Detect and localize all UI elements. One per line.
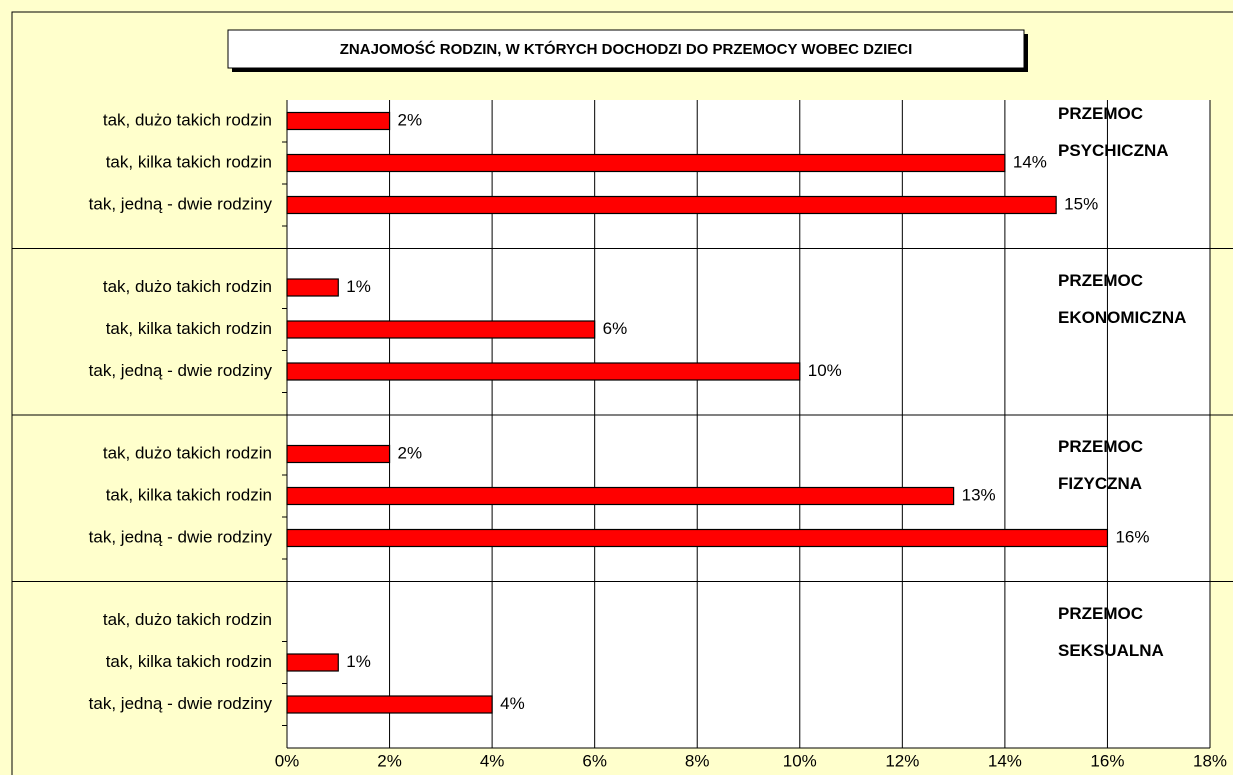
chart-title: ZNAJOMOŚĆ RODZIN, W KTÓRYCH DOCHODZI DO … [340, 40, 913, 58]
y-tick-label: tak, dużo takich rodzin [103, 110, 272, 129]
x-tick-label: 14% [988, 751, 1022, 770]
y-tick-label: tak, jedną - dwie rodziny [89, 694, 273, 713]
x-tick-label: 4% [480, 751, 505, 770]
group-label: PRZEMOC EKONOMICZNA [1058, 270, 1187, 327]
y-tick-label: tak, dużo takich rodzin [103, 443, 272, 462]
value-label: 10% [808, 361, 842, 380]
bar [286, 153, 1006, 173]
x-tick-label: 12% [885, 751, 919, 770]
x-tick-label: 16% [1090, 751, 1124, 770]
y-tick-label: tak, kilka takich rodzin [106, 485, 272, 504]
y-tick-label: tak, jedną - dwie rodziny [89, 527, 273, 546]
x-tick-label: 18% [1193, 751, 1227, 770]
y-tick-label: tak, kilka takich rodzin [106, 652, 272, 671]
value-label: 13% [962, 485, 996, 504]
bar [286, 362, 801, 381]
value-label: 14% [1013, 152, 1047, 171]
value-label: 1% [346, 277, 371, 296]
bar [286, 320, 596, 339]
bar [286, 444, 391, 464]
value-label: 15% [1064, 194, 1098, 213]
group-label: PRZEMOC FIZYCZNA [1058, 437, 1143, 493]
bar [286, 111, 391, 131]
x-tick-label: 6% [582, 751, 607, 770]
bar [286, 195, 1057, 215]
x-tick-label: 0% [275, 751, 300, 770]
y-tick-label: tak, dużo takich rodzin [103, 277, 272, 296]
value-label: 4% [500, 694, 525, 713]
y-tick-label: tak, jedną - dwie rodziny [89, 194, 273, 213]
bar [286, 653, 339, 672]
value-label: 2% [398, 443, 423, 462]
value-label: 6% [603, 319, 628, 338]
x-tick-label: 2% [377, 751, 402, 770]
value-label: 2% [398, 110, 423, 129]
bar [286, 695, 493, 714]
bar [286, 278, 339, 297]
x-tick-label: 8% [685, 751, 710, 770]
y-tick-label: tak, jedną - dwie rodziny [89, 361, 273, 380]
bar [286, 528, 1109, 548]
title-box [227, 29, 1025, 69]
value-label: 1% [346, 652, 371, 671]
y-tick-label: tak, kilka takich rodzin [106, 319, 272, 338]
value-label: 16% [1115, 527, 1149, 546]
y-tick-label: tak, kilka takich rodzin [106, 152, 272, 171]
group-label: PRZEMOC SEKSUALNA [1058, 603, 1164, 660]
group-label: PRZEMOC PSYCHICZNA [1058, 104, 1169, 160]
x-tick-label: 10% [783, 751, 817, 770]
y-tick-label: tak, dużo takich rodzin [103, 610, 272, 629]
bar [286, 486, 955, 506]
